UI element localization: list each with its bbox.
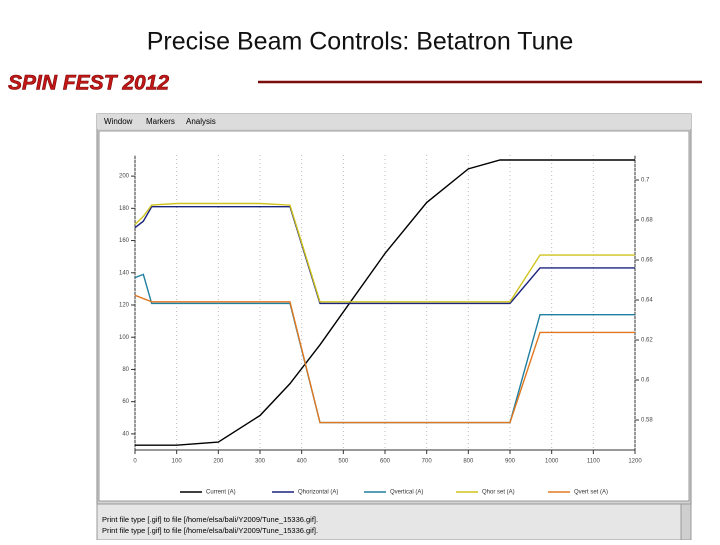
series-line [134, 294, 635, 424]
x-tick-label: 700 [422, 459, 433, 465]
y-tick-label: 120 [119, 303, 130, 309]
y-tick-label: 140 [119, 270, 130, 276]
y-tick-label: 200 [119, 174, 130, 180]
x-tick-label: 200 [213, 459, 224, 465]
x-tick-label: 600 [380, 459, 391, 465]
series-line [134, 206, 635, 305]
x-tick-label: 0 [133, 459, 137, 465]
y2-tick-label: 0.62 [641, 338, 653, 344]
scrollbar[interactable] [680, 503, 692, 541]
slide-title: Precise Beam Controls: Betatron Tune [147, 28, 574, 56]
legend-label: Qvertical (A) [390, 490, 423, 496]
status-line: Print file type [.gif] to file [/home/el… [102, 526, 318, 535]
x-tick-label: 1200 [628, 459, 642, 465]
menu-item[interactable]: Window [104, 117, 133, 126]
series-line [135, 159, 635, 446]
plot-panel [98, 130, 690, 502]
x-tick-label: 500 [338, 459, 349, 465]
y2-tick-label: 0.66 [641, 258, 653, 264]
status-line: Print file type [.gif] to file [/home/el… [102, 515, 318, 524]
x-tick-label: 900 [505, 459, 516, 465]
x-tick-label: 1000 [545, 459, 559, 465]
legend-label: Current (A) [206, 490, 236, 496]
y2-tick-label: 0.64 [641, 298, 653, 304]
brand: SPIN FEST 2012 [8, 72, 169, 95]
y-tick-label: 60 [122, 399, 129, 405]
y-tick-label: 100 [119, 335, 130, 341]
x-tick-label: 400 [297, 459, 308, 465]
y2-tick-label: 0.7 [641, 178, 650, 184]
y-tick-label: 180 [119, 206, 130, 212]
y2-tick-label: 0.68 [641, 218, 653, 224]
y2-tick-label: 0.6 [641, 378, 650, 384]
y-tick-label: 160 [119, 238, 130, 244]
x-tick-label: 100 [172, 459, 183, 465]
menu-bar [97, 114, 691, 129]
x-tick-label: 800 [463, 459, 474, 465]
y-tick-label: 40 [122, 431, 129, 437]
x-tick-label: 300 [255, 459, 266, 465]
menu-item[interactable]: Markers [146, 117, 175, 126]
legend-label: Qhorizontal (A) [298, 490, 338, 496]
series-line [134, 202, 635, 303]
y2-tick-label: 0.58 [641, 418, 653, 424]
y-tick-label: 80 [122, 367, 129, 373]
legend-label: Qvert set (A) [574, 490, 608, 496]
x-tick-label: 1100 [587, 459, 601, 465]
legend-label: Qhor set (A) [482, 490, 515, 496]
menu-item[interactable]: Analysis [186, 117, 216, 126]
